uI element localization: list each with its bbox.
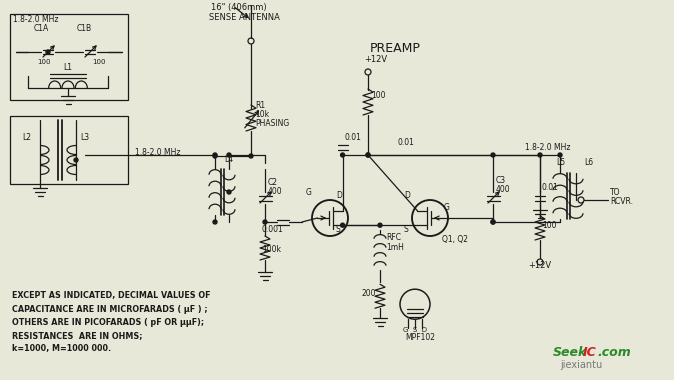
Text: 16" (406mm): 16" (406mm) [211, 3, 267, 12]
Circle shape [213, 154, 217, 158]
Text: L1: L1 [63, 63, 73, 72]
Circle shape [491, 220, 495, 224]
Text: C1B: C1B [77, 24, 92, 33]
Text: 100: 100 [37, 59, 51, 65]
Text: jiexiantu: jiexiantu [560, 360, 603, 370]
Text: L5: L5 [556, 158, 565, 167]
Text: D: D [404, 191, 410, 200]
Circle shape [340, 223, 344, 227]
Text: 0.01: 0.01 [398, 138, 415, 147]
Text: OTHERS ARE IN PICOFARADS ( pF OR μμF);: OTHERS ARE IN PICOFARADS ( pF OR μμF); [12, 318, 204, 327]
Text: 1.8-2.0 MHz: 1.8-2.0 MHz [135, 148, 181, 157]
Text: 0.01: 0.01 [542, 183, 559, 192]
Text: Seek: Seek [553, 346, 587, 359]
Text: L3: L3 [80, 133, 89, 142]
Text: 1mH: 1mH [386, 243, 404, 252]
Text: .com: .com [597, 346, 631, 359]
Text: Q1, Q2: Q1, Q2 [442, 235, 468, 244]
Text: PREAMP: PREAMP [370, 42, 421, 55]
Text: k=1000, M=1000 000.: k=1000, M=1000 000. [12, 344, 111, 353]
Text: G: G [444, 203, 450, 212]
Text: +12V: +12V [528, 261, 551, 270]
Circle shape [538, 153, 542, 157]
Text: 100k: 100k [262, 245, 281, 254]
Bar [10, 14, 128, 100]
Circle shape [558, 153, 562, 157]
Circle shape [249, 154, 253, 158]
Text: G: G [306, 188, 312, 197]
Text: RFC: RFC [386, 233, 401, 242]
Bar [10, 116, 128, 184]
Circle shape [227, 190, 231, 194]
Circle shape [491, 153, 495, 157]
Text: 10k: 10k [255, 110, 269, 119]
Text: C1A: C1A [34, 24, 49, 33]
Text: CAPACITANCE ARE IN MICROFARADS ( μF ) ;: CAPACITANCE ARE IN MICROFARADS ( μF ) ; [12, 305, 208, 314]
Circle shape [213, 220, 217, 224]
Text: G  S  D: G S D [403, 327, 427, 333]
Text: 1.8-2.0 MHz: 1.8-2.0 MHz [525, 143, 570, 152]
Text: 200: 200 [362, 289, 377, 298]
Circle shape [74, 158, 78, 162]
Text: +12V: +12V [364, 55, 387, 64]
Text: RCVR.: RCVR. [610, 197, 633, 206]
Text: EXCEPT AS INDICATED, DECIMAL VALUES OF: EXCEPT AS INDICATED, DECIMAL VALUES OF [12, 291, 210, 300]
Circle shape [366, 153, 370, 157]
Text: 0.001: 0.001 [261, 225, 283, 234]
Text: 400: 400 [496, 185, 511, 194]
Text: 1.8-2.0 MHz: 1.8-2.0 MHz [13, 15, 59, 24]
Text: SENSE ANTENNA: SENSE ANTENNA [209, 13, 280, 22]
Text: L2: L2 [22, 133, 31, 142]
Circle shape [46, 50, 50, 54]
Circle shape [491, 220, 495, 224]
Circle shape [227, 153, 231, 157]
Text: 100: 100 [542, 221, 557, 230]
Circle shape [263, 220, 267, 224]
Text: S: S [336, 225, 341, 234]
Text: L6: L6 [584, 158, 593, 167]
Circle shape [213, 153, 217, 157]
Text: 400: 400 [268, 187, 282, 196]
Text: IC: IC [583, 346, 596, 359]
Text: R1: R1 [255, 101, 265, 110]
Text: S: S [404, 225, 408, 234]
Text: RESISTANCES  ARE IN OHMS;: RESISTANCES ARE IN OHMS; [12, 331, 142, 340]
Circle shape [340, 153, 344, 157]
Circle shape [378, 223, 382, 227]
Text: L4: L4 [224, 155, 233, 164]
Text: D: D [336, 191, 342, 200]
Text: MPF102: MPF102 [405, 333, 435, 342]
Text: C3: C3 [496, 176, 506, 185]
Text: PHASING: PHASING [255, 119, 289, 128]
Text: 100: 100 [92, 59, 106, 65]
Text: 100: 100 [371, 91, 386, 100]
Text: C2: C2 [268, 178, 278, 187]
Circle shape [366, 153, 370, 157]
Text: TO: TO [610, 188, 621, 197]
Text: 0.01: 0.01 [344, 133, 361, 142]
